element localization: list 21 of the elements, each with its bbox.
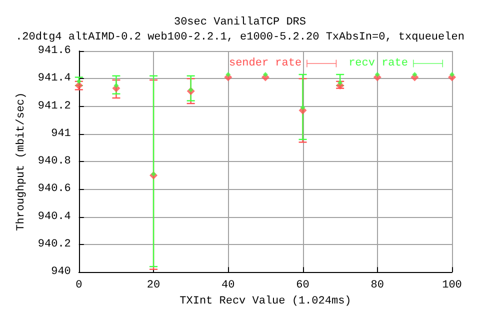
legend-label: sender rate [228,58,302,70]
x-tick-label: 60 [296,280,310,292]
y-tick-label: 940 [51,266,71,278]
chart-subtitle: .20dtg4 altAIMD-0.2 web100-2.2.1, e1000-5.2.20 TxAbsIn=0, txqueuelen [16,32,464,44]
y-tick-label: 941.4 [38,72,72,85]
legend-label: recv rate [348,58,408,70]
chart-title: 30sec VanillaTCP DRS [174,16,306,28]
y-axis-title: Throughput (mbit/sec) [16,92,28,231]
y-tick-label: 941 [51,128,72,140]
x-tick-label: 0 [76,280,82,292]
y-tick-label: 940.6 [38,183,71,196]
x-tick-label: 40 [222,280,235,292]
x-tick-label: 20 [146,280,160,292]
x-tick-label: 100 [442,280,462,292]
x-axis-title: TXInt Recv Value (1.024ms) [180,296,352,308]
y-tick-label: 940.8 [38,156,71,168]
y-tick-label: 941.2 [38,100,71,112]
x-tick-label: 80 [370,280,384,292]
y-tick-label: 940.4 [38,210,72,223]
y-tick-label: 940.2 [38,238,71,250]
y-tick-label: 941.6 [38,45,71,57]
